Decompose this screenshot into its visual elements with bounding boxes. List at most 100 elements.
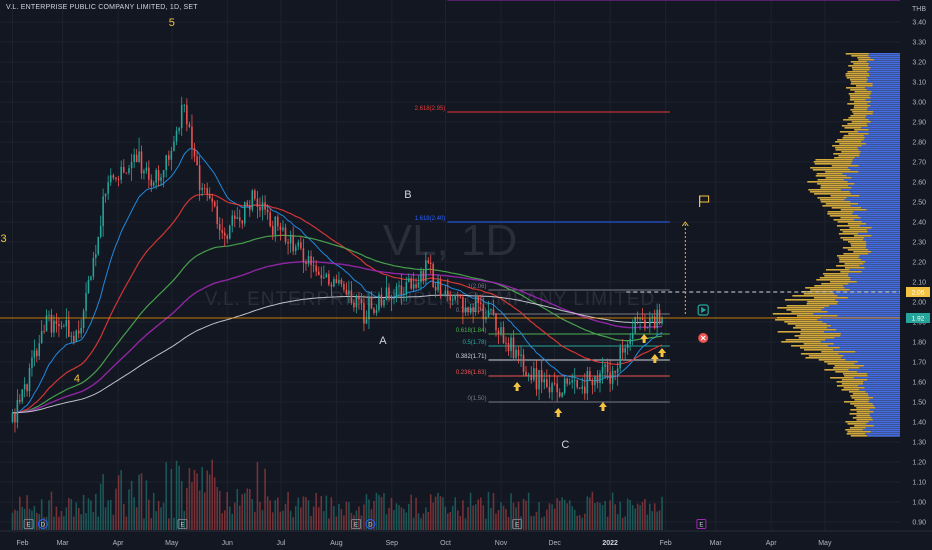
volume-bar: [584, 513, 586, 530]
volume-profile-bar-up: [861, 141, 900, 143]
volume-bar: [269, 500, 271, 530]
candle-body: [95, 254, 97, 258]
volume-bar: [198, 490, 201, 530]
dividend-marker[interactable]: [365, 519, 376, 529]
volume-profile-bar-up: [848, 273, 900, 275]
volume-bar: [621, 517, 624, 530]
volume-profile-bar-up: [862, 239, 900, 241]
earnings-marker[interactable]: [351, 519, 362, 529]
volume-bar: [639, 505, 641, 530]
candle-body: [279, 226, 282, 231]
volume-bar: [624, 516, 626, 530]
candle-body: [328, 273, 330, 285]
candle-body: [211, 198, 213, 202]
candle-body: [474, 295, 477, 312]
candle-body: [641, 318, 644, 320]
event-marker-label: D: [368, 522, 373, 528]
candle-body: [348, 290, 350, 295]
volume-bar: [538, 502, 540, 530]
volume-bar: [343, 515, 345, 530]
volume-bar: [527, 492, 530, 530]
volume-bar: [661, 496, 663, 530]
candle-body: [383, 299, 385, 306]
candle-body: [45, 315, 48, 332]
volume-profile-bar-up: [840, 333, 900, 335]
volume-profile-bar-up: [870, 431, 900, 433]
candle-body: [112, 175, 115, 178]
price-axis[interactable]: 3.40 3.30 3.20 3.10 3.00 2.90 2.80 2.70 2.60 2.50…: [906, 6, 930, 527]
dividend-marker[interactable]: [37, 519, 48, 529]
volume-bar: [444, 506, 447, 530]
candle-body: [522, 354, 525, 372]
candle-body: [599, 373, 601, 384]
support-arrow-icon: [650, 354, 659, 363]
candle-body: [527, 374, 530, 377]
volume-bar: [348, 502, 350, 530]
volume-profile-bar-up: [867, 393, 900, 395]
volume-bar: [133, 497, 135, 530]
volume-profile-bar-up: [870, 67, 900, 69]
candle-body: [497, 330, 500, 335]
candle-body: [271, 226, 274, 235]
volume-profile-bar-up: [852, 159, 900, 161]
volume-bar: [315, 493, 317, 530]
volume-profile-bar-up: [866, 81, 900, 83]
candle-body: [335, 279, 338, 284]
candle-body: [170, 150, 173, 160]
candle-body: [14, 412, 16, 423]
volume-bar: [467, 507, 469, 530]
volume-profile-bar-up: [869, 399, 900, 401]
candle-body: [407, 278, 410, 283]
event-marker-label: E: [354, 522, 358, 528]
candle-body: [226, 235, 229, 239]
volume-profile-bar-up: [870, 101, 900, 103]
volume-bar: [243, 493, 246, 530]
volume-bar: [390, 497, 393, 530]
earnings-marker[interactable]: [23, 519, 34, 529]
candle-body: [135, 154, 138, 163]
candle-body: [266, 209, 269, 213]
wave-label: 5: [169, 17, 175, 29]
volume-bar: [236, 488, 239, 530]
volume-bar: [626, 498, 629, 530]
candle-body: [646, 326, 649, 329]
candle-body: [92, 257, 95, 277]
candle-body: [410, 278, 412, 289]
volume-bar: [360, 515, 363, 530]
candle-body: [97, 236, 100, 255]
volume-bar: [43, 517, 45, 530]
volume-bar: [80, 514, 82, 530]
time-axis[interactable]: Feb Mar Apr May Jun Jul Aug Sep Oct Nov Dec 2022 Feb…: [0, 530, 932, 547]
volume-profile-bar-up: [873, 397, 900, 399]
candle-body: [415, 284, 417, 288]
candle-body: [370, 297, 373, 309]
candle-body: [11, 412, 14, 422]
earnings-marker[interactable]: [512, 519, 523, 529]
volume-bar: [125, 516, 128, 530]
volume-bar: [325, 495, 328, 530]
volume-bar: [138, 474, 140, 530]
candle-body: [333, 279, 335, 287]
earnings-marker[interactable]: [696, 519, 707, 529]
volume-bar: [248, 488, 251, 530]
candle-body: [586, 371, 589, 394]
volume-bar: [206, 470, 208, 530]
volume-bar: [72, 516, 75, 530]
earnings-marker[interactable]: [177, 519, 188, 529]
candle-body: [429, 262, 432, 265]
price-tick-label: 3.00: [912, 100, 926, 107]
candle-body: [277, 216, 279, 227]
volume-bar: [425, 507, 427, 530]
candle-body: [533, 368, 535, 381]
volume-profile-bar-up: [851, 187, 900, 189]
volume-bar: [462, 500, 464, 530]
volume-bar: [85, 513, 87, 530]
volume-profile-bar-up: [866, 123, 900, 125]
price-tick-label: 2.00: [912, 300, 926, 307]
volume-bar: [474, 504, 477, 530]
candle-body: [576, 379, 578, 388]
volume-bar: [213, 477, 216, 530]
chart-annotations: [0, 195, 900, 417]
